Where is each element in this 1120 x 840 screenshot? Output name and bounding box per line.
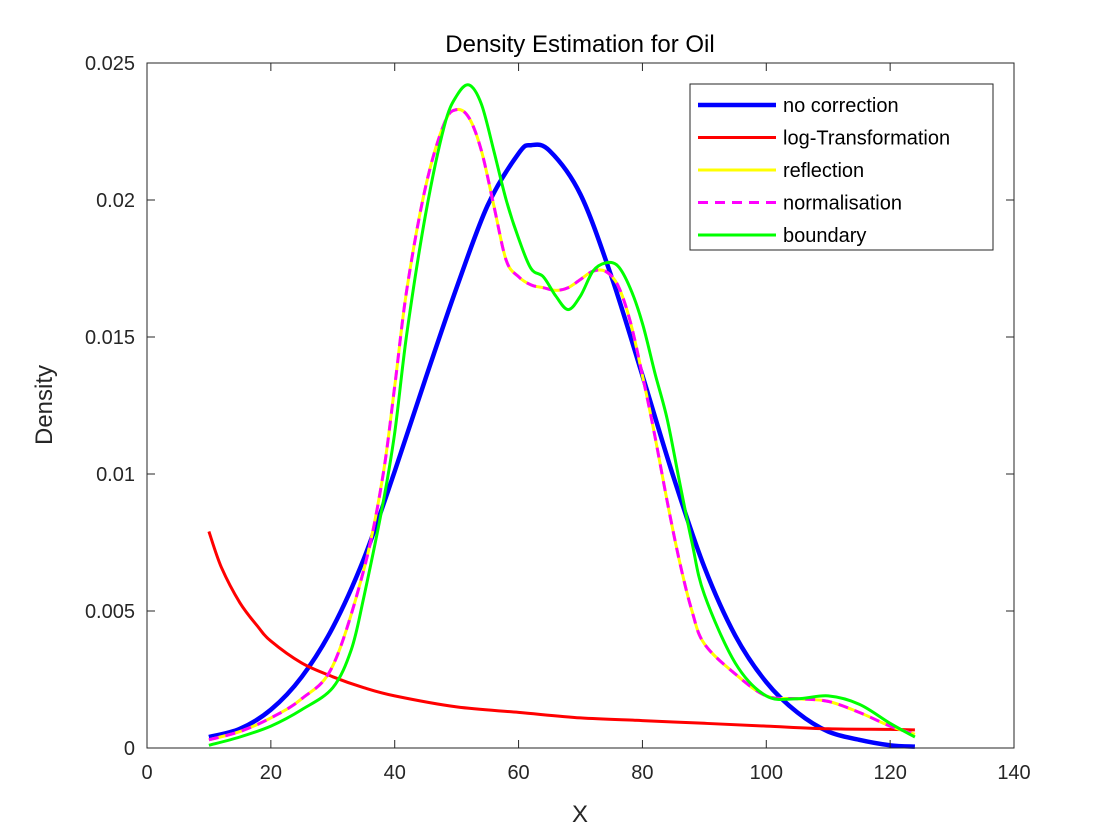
legend-label-reflection: reflection	[783, 160, 864, 182]
x-tick-label: 40	[384, 762, 406, 784]
y-tick-label: 0.015	[85, 327, 135, 349]
y-tick-label: 0.01	[96, 464, 135, 486]
y-axis-title: Density	[31, 365, 58, 445]
legend-label-normalisation: normalisation	[783, 193, 902, 215]
legend-label-no-correction: no correction	[783, 95, 899, 117]
y-tick-label: 0.005	[85, 601, 135, 623]
legend: no correction log-Transformation reflectio…	[689, 83, 994, 251]
legend-label-log-transformation: log-Transformation	[783, 128, 950, 150]
legend-box	[689, 83, 994, 251]
x-tick-label: 60	[507, 762, 529, 784]
series-line-boundary	[208, 83, 916, 747]
series-layer	[207, 83, 916, 749]
x-tick-label: 20	[260, 762, 282, 784]
x-tick-label: 120	[873, 762, 906, 784]
chart-title: Density Estimation for Oil	[445, 31, 714, 58]
series-line-normalisation	[208, 107, 916, 742]
axes-box	[146, 62, 1015, 749]
legend-label-boundary: boundary	[783, 225, 866, 247]
y-tick-label: 0.02	[96, 190, 135, 212]
x-axis-title: X	[572, 801, 588, 828]
x-tick-label: 100	[750, 762, 783, 784]
series-line-log-transformation	[207, 531, 915, 732]
x-tick-label: 140	[997, 762, 1030, 784]
x-tick-label: 0	[141, 762, 152, 784]
series-line-no-correction	[208, 142, 916, 749]
y-tick-label: 0.025	[85, 53, 135, 75]
axes-layer: 0 20 40 60 80 100 120 140 0 0.005 0.01 0.015 0.02 0.0…	[85, 53, 1031, 784]
y-tick-label: 0	[124, 738, 135, 760]
x-tick-label: 80	[631, 762, 653, 784]
